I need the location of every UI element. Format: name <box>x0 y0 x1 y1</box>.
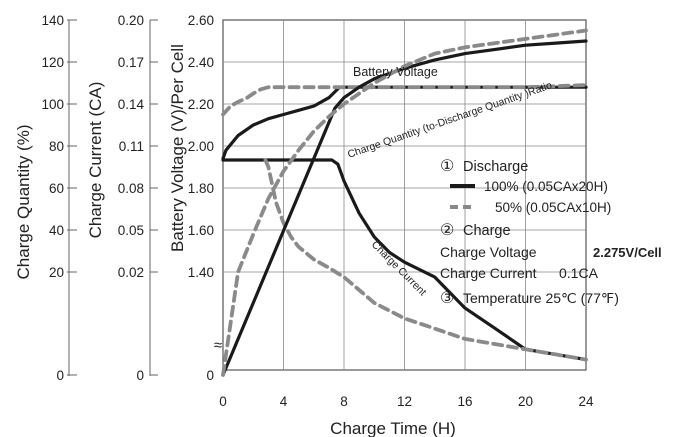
quantity-tick-label: 120 <box>41 55 64 70</box>
voltage-tick-label: 2.60 <box>188 13 214 28</box>
x-tick-label: 12 <box>397 394 412 409</box>
voltage-tick-label: 2.40 <box>188 55 214 70</box>
legend-discharge-marker: ① <box>440 158 454 175</box>
legend-charge-voltage-label: Charge Voltage <box>440 244 537 260</box>
current-curve-dashed <box>263 158 588 362</box>
quantity-curve-dashed <box>221 28 588 377</box>
quantity-tick-label: 80 <box>49 139 64 154</box>
legend-temp-marker: ③ <box>440 290 454 307</box>
x-tick-label: 20 <box>518 394 533 409</box>
legend-charge-current-label: Charge Current <box>440 265 537 281</box>
x-tick-label: 0 <box>219 394 227 409</box>
legend: ① Discharge 100% (0.05CAx20H) 50% (0.05C… <box>440 158 662 307</box>
x-tick-label: 16 <box>457 394 472 409</box>
current-curve-solid <box>221 158 588 362</box>
quantity-tick-label: 100 <box>41 97 64 112</box>
voltage-tick-label: 2.00 <box>188 139 214 154</box>
legend-temperature: Temperature 25℃ (77℉) <box>463 290 619 306</box>
x-tick-label: 8 <box>340 394 348 409</box>
legend-charge-title: Charge <box>463 223 511 239</box>
voltage-axis-title: Battery Voltage (V)/Per Cell <box>168 44 187 252</box>
charge-quantity-label: Charge Quantity (to-Discharge Quantity )… <box>346 79 554 161</box>
current-tick-label: 0.17 <box>118 55 144 70</box>
x-axis-title: Charge Time (H) <box>330 419 456 437</box>
legend-charge-current-value: 0.1CA <box>559 265 599 281</box>
quantity-tick-label: 140 <box>41 13 64 28</box>
current-tick-label: 0.02 <box>118 265 144 280</box>
axis-break-mark: ≈ <box>214 337 222 354</box>
current-zero-label: 0 <box>136 368 144 383</box>
current-tick-label: 0.14 <box>118 97 145 112</box>
current-tick-label: 0.20 <box>118 13 144 28</box>
current-tick-label: 0.05 <box>118 223 144 238</box>
voltage-zero-label: 0 <box>206 368 214 383</box>
x-tick-label: 4 <box>280 394 288 409</box>
voltage-tick-label: 1.60 <box>188 223 214 238</box>
battery-voltage-label: Battery Voltage <box>353 65 438 79</box>
legend-charge-marker: ② <box>440 222 454 239</box>
data-series <box>221 28 588 377</box>
quantity-tick-label: 60 <box>49 181 64 196</box>
voltage-tick-label: 2.20 <box>188 97 214 112</box>
quantity-zero-label: 0 <box>56 368 64 383</box>
current-tick-label: 0.08 <box>118 181 144 196</box>
legend-dashed-label: 50% (0.05CAx10H) <box>495 200 611 215</box>
legend-solid-label: 100% (0.05CAx20H) <box>484 179 608 194</box>
x-tick-label: 24 <box>578 394 594 409</box>
voltage-curve-dashed <box>221 83 588 117</box>
legend-discharge-title: Discharge <box>463 159 528 175</box>
quantity-tick-label: 40 <box>49 223 64 238</box>
voltage-tick-label: 1.40 <box>188 265 214 280</box>
quantity-tick-label: 20 <box>49 265 64 280</box>
quantity-curve-solid <box>221 39 588 377</box>
legend-charge-voltage-value: 2.275V/Cell <box>593 245 662 260</box>
axis-ticks: 1401201008060402000.200.170.140.110.080.… <box>41 13 594 409</box>
quantity-axis-title: Charge Quantity (%) <box>14 125 33 280</box>
current-tick-label: 0.11 <box>119 139 144 154</box>
current-axis-title: Charge Current (CA) <box>86 82 105 239</box>
voltage-tick-label: 1.80 <box>188 181 214 196</box>
